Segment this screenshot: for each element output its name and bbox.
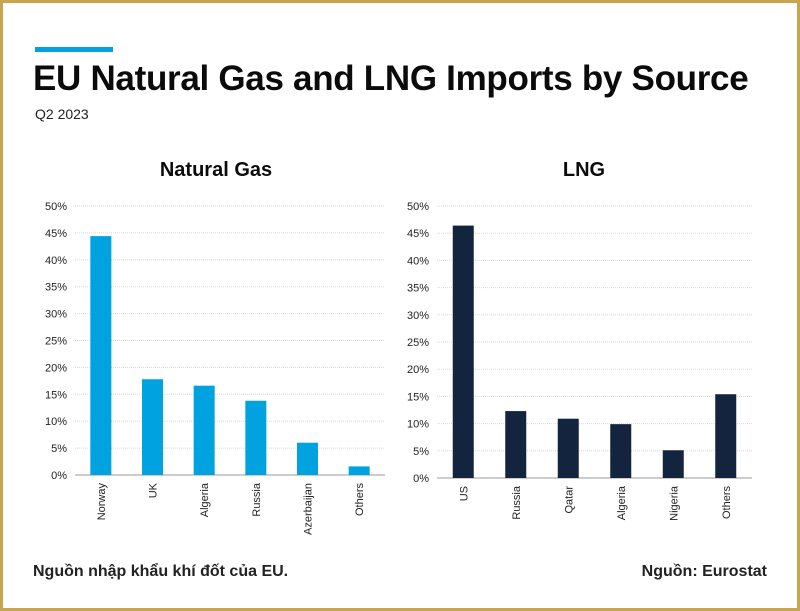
lng-bar-algeria [610, 424, 632, 478]
lng-x-tick-label: Russia [511, 485, 523, 520]
footer-note: Nguồn nhập khẩu khí đốt của EU. [33, 563, 289, 580]
accent-bar [35, 47, 113, 52]
natural-gas-bar-others [348, 466, 370, 475]
lng-y-tick-label: 30% [407, 310, 429, 322]
lng-y-tick-label: 50% [407, 201, 429, 213]
lng-y-tick-label: 5% [413, 446, 429, 458]
lng-x-tick-label: US [458, 486, 470, 501]
natural-gas-x-tick-label: Norway [96, 483, 108, 521]
footer-source: Nguồn: Eurostat [641, 563, 767, 580]
natural-gas-y-tick-label: 45% [45, 228, 67, 240]
natural-gas-x-tick-label: Algeria [199, 482, 211, 517]
lng-y-tick-label: 0% [413, 473, 429, 485]
natural-gas-bar-algeria [193, 385, 215, 475]
natural-gas-y-tick-label: 40% [45, 255, 67, 267]
page-title: EU Natural Gas and LNG Imports by Source [33, 59, 749, 98]
lng-x-tick-label: Others [721, 486, 733, 520]
natural-gas-x-tick-label: Russia [251, 482, 263, 517]
lng-bar-qatar [557, 418, 579, 478]
natural-gas-y-tick-label: 15% [45, 389, 67, 401]
natural-gas-x-tick-label: Others [354, 483, 366, 517]
lng-y-tick-label: 25% [407, 337, 429, 349]
page-subtitle: Q2 2023 [35, 106, 89, 122]
natural-gas-y-tick-label: 10% [45, 416, 67, 428]
lng-y-tick-label: 15% [407, 391, 429, 403]
natural-gas-y-tick-label: 5% [51, 443, 67, 455]
natural-gas-chart-title: Natural Gas [159, 159, 273, 181]
natural-gas-x-tick-label: UK [148, 482, 160, 498]
lng-y-tick-label: 40% [407, 255, 429, 267]
natural-gas-bar-norway [90, 236, 112, 475]
lng-y-tick-label: 10% [407, 419, 429, 431]
lng-x-tick-label: Nigeria [668, 485, 680, 521]
natural-gas-y-tick-label: 50% [45, 201, 67, 213]
natural-gas-x-tick-label: Azerbaijan [303, 483, 315, 535]
lng-bar-us [452, 225, 474, 478]
lng-bar-russia [505, 411, 527, 478]
natural-gas-bar-uk [142, 379, 163, 475]
lng-x-tick-label: Qatar [563, 486, 575, 514]
lng-y-tick-label: 35% [407, 283, 429, 295]
natural-gas-bar-azerbaijan [297, 442, 318, 475]
natural-gas-y-tick-label: 25% [45, 336, 67, 348]
lng-bar-others [715, 394, 737, 478]
natural-gas-y-tick-label: 35% [45, 282, 67, 294]
natural-gas-y-tick-label: 30% [45, 309, 67, 321]
lng-y-tick-label: 20% [407, 364, 429, 376]
natural-gas-bar-russia [245, 400, 267, 475]
lng-x-tick-label: Algeria [616, 485, 628, 520]
natural-gas-y-tick-label: 0% [51, 470, 67, 482]
lng-chart-title: LNG [562, 159, 606, 181]
lng-y-tick-label: 45% [407, 228, 429, 240]
lng-bar-nigeria [662, 450, 684, 478]
natural-gas-y-tick-label: 20% [45, 362, 67, 374]
